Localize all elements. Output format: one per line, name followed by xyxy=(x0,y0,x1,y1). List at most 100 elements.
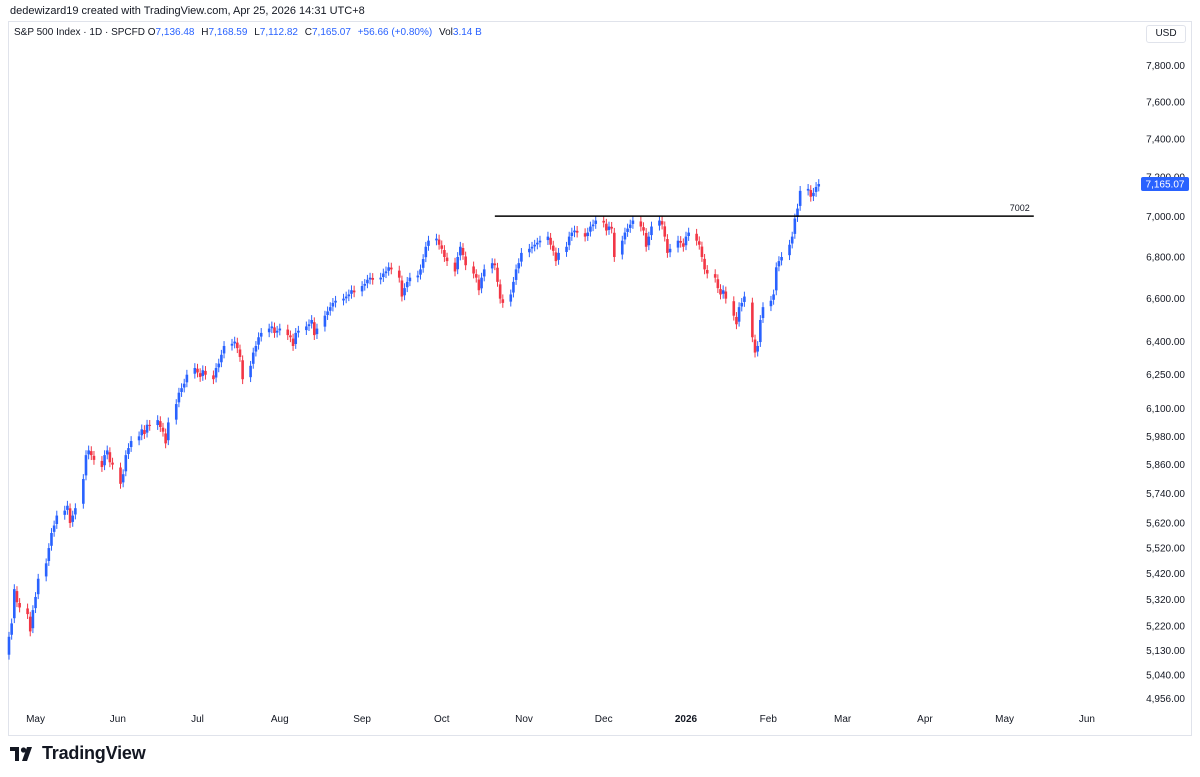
candle-body xyxy=(666,239,669,253)
candle-body xyxy=(18,602,21,608)
candle-body xyxy=(424,246,428,258)
candle-body xyxy=(222,345,226,354)
candle-body xyxy=(724,291,728,299)
candle-body xyxy=(806,188,810,191)
candle-body xyxy=(204,370,207,375)
candle-body xyxy=(82,479,85,504)
candle-body xyxy=(695,233,698,241)
candle-body xyxy=(554,252,558,262)
y-tick-label: 6,600.00 xyxy=(1146,294,1185,305)
candle-body xyxy=(291,338,295,346)
candle-body xyxy=(108,452,112,463)
candle-body xyxy=(732,301,736,316)
candle-body xyxy=(517,263,521,269)
candle-body xyxy=(344,296,348,299)
candle-body xyxy=(347,294,351,297)
candle-body xyxy=(7,636,11,655)
candle-body xyxy=(129,441,133,448)
x-tick-label: Oct xyxy=(434,714,450,725)
candle-body xyxy=(743,296,746,302)
x-tick-label: Dec xyxy=(595,714,613,725)
level-line-label: 7002 xyxy=(1010,203,1030,213)
tradingview-logo[interactable]: TradingView xyxy=(10,743,146,764)
legend-low-label: L xyxy=(254,27,260,38)
candle-body xyxy=(140,429,144,436)
candle-body xyxy=(251,352,255,364)
candle-body xyxy=(90,451,93,456)
candle-body xyxy=(28,616,32,632)
candle-body xyxy=(509,294,513,302)
candle-body xyxy=(427,240,430,246)
candle-body xyxy=(628,224,632,228)
price-axis[interactable]: 7,800.007,600.007,400.007,200.007,000.00… xyxy=(1141,61,1189,705)
candle-body xyxy=(589,226,592,232)
candle-body xyxy=(570,232,574,237)
candle-body xyxy=(326,311,329,316)
candle-body xyxy=(161,427,165,432)
candle-body xyxy=(297,330,300,333)
candle-body xyxy=(121,474,125,483)
candle-body xyxy=(809,190,813,197)
candle-body xyxy=(363,283,367,286)
currency-button[interactable]: USD xyxy=(1146,25,1186,43)
candle-body xyxy=(177,392,181,403)
legend-change-value: +56.66 (+0.80%) xyxy=(357,27,433,38)
candle-body xyxy=(602,220,605,223)
x-tick-label: Nov xyxy=(515,714,533,725)
candle-body xyxy=(100,460,104,468)
candle-body xyxy=(676,240,680,248)
legend-volume-label: Vol xyxy=(438,27,453,38)
candle-body xyxy=(501,299,505,303)
candle-body xyxy=(249,365,252,378)
candle-body xyxy=(26,608,29,615)
candle-body xyxy=(201,370,205,376)
candle-body xyxy=(196,368,199,373)
y-tick-label: 5,130.00 xyxy=(1146,646,1185,657)
candle-body xyxy=(313,322,316,336)
candle-body xyxy=(663,226,667,237)
candle-body xyxy=(679,240,682,243)
candle-body xyxy=(350,290,353,294)
candle-body xyxy=(390,267,393,270)
candle-body xyxy=(405,281,409,288)
candle-body xyxy=(334,300,337,303)
y-tick-label: 7,400.00 xyxy=(1146,134,1185,145)
chart-frame xyxy=(8,21,1192,736)
candle-body xyxy=(164,433,167,444)
candle-body xyxy=(737,307,741,322)
candle-body xyxy=(220,354,223,363)
y-tick-label: 4,956.00 xyxy=(1146,694,1185,705)
time-axis[interactable]: May Jun Jul Aug Sep Oct Nov Dec 2026 Feb Mar Apr May… xyxy=(26,714,1095,725)
candle-body xyxy=(270,326,274,329)
candle-body xyxy=(408,277,412,282)
candle-body xyxy=(50,532,53,546)
candle-body xyxy=(31,610,35,629)
candle-body xyxy=(626,228,629,232)
candle-body xyxy=(257,337,260,345)
candle-body xyxy=(530,246,534,249)
candle-body xyxy=(382,273,385,278)
candle-body xyxy=(286,329,290,336)
candle-body xyxy=(751,302,754,338)
candle-body xyxy=(15,591,19,603)
candle-body xyxy=(520,252,523,262)
candle-body xyxy=(703,258,706,270)
candle-body xyxy=(490,263,494,269)
candle-body xyxy=(371,277,375,280)
candle-body xyxy=(812,192,815,197)
candle-body xyxy=(610,226,613,229)
candle-body xyxy=(551,245,555,251)
y-tick-label: 6,250.00 xyxy=(1146,370,1185,381)
candle-body xyxy=(174,404,178,420)
candle-body xyxy=(591,224,595,227)
candle-body xyxy=(533,244,536,247)
candle-body xyxy=(307,324,311,327)
candle-body xyxy=(217,363,221,368)
candle-body xyxy=(735,316,738,325)
legend-low-value: 7,112.82 xyxy=(259,27,298,38)
x-tick-label: May xyxy=(995,714,1014,725)
legend-high-value: 7,168.59 xyxy=(208,27,248,38)
candle-body xyxy=(788,244,791,256)
y-tick-label: 6,800.00 xyxy=(1146,252,1185,263)
